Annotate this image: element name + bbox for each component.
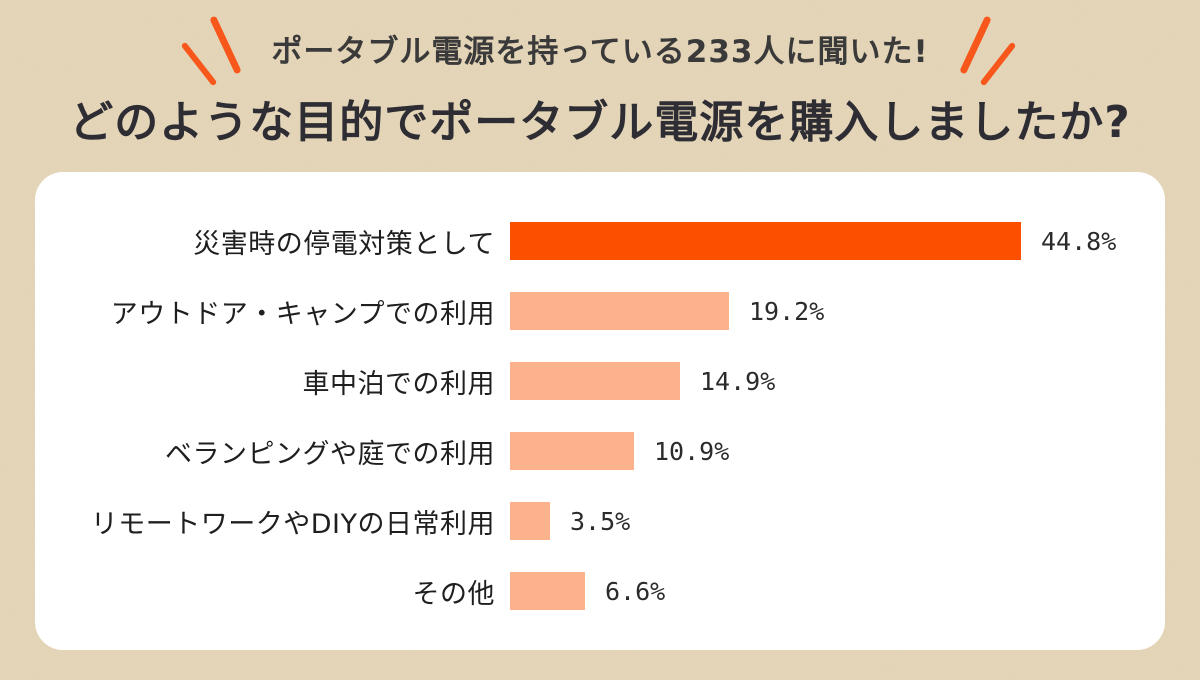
bar xyxy=(510,572,585,610)
value-label: 19.2% xyxy=(749,296,825,326)
category-label: アウトドア・キャンプでの利用 xyxy=(110,298,495,330)
bar xyxy=(510,432,634,470)
value-label: 6.6% xyxy=(605,576,666,606)
bar xyxy=(510,222,1021,260)
bar xyxy=(510,362,680,400)
bar xyxy=(510,502,550,540)
bar xyxy=(510,292,729,330)
chart-row: リモートワークやDIYの日常利用 3.5% xyxy=(35,486,1165,556)
category-label: ベランピングや庭での利用 xyxy=(165,438,495,470)
value-label: 44.8% xyxy=(1041,226,1117,256)
category-label: 災害時の停電対策として xyxy=(193,228,495,260)
value-label: 3.5% xyxy=(570,506,631,536)
chart-row: ベランピングや庭での利用 10.9% xyxy=(35,416,1165,486)
chart-row: 災害時の停電対策として 44.8% xyxy=(35,206,1165,276)
chart-row: アウトドア・キャンプでの利用 19.2% xyxy=(35,276,1165,346)
value-label: 14.9% xyxy=(700,366,776,396)
category-label: リモートワークやDIYの日常利用 xyxy=(90,508,495,540)
chart-row: 車中泊での利用 14.9% xyxy=(35,346,1165,416)
survey-subtitle: ポータブル電源を持っている233人に聞いた! xyxy=(271,34,929,70)
chart-panel: 災害時の停電対策として 44.8% アウトドア・キャンプでの利用 19.2% 車中泊での… xyxy=(35,172,1165,650)
category-label: その他 xyxy=(412,578,495,610)
chart-title: どのような目的でポータブル電源を購入しましたか? xyxy=(69,97,1131,148)
chart-row: その他 6.6% xyxy=(35,556,1165,626)
value-label: 10.9% xyxy=(654,436,730,466)
category-label: 車中泊での利用 xyxy=(302,368,495,400)
bar-chart: 災害時の停電対策として 44.8% アウトドア・キャンプでの利用 19.2% 車中泊での… xyxy=(35,206,1165,626)
